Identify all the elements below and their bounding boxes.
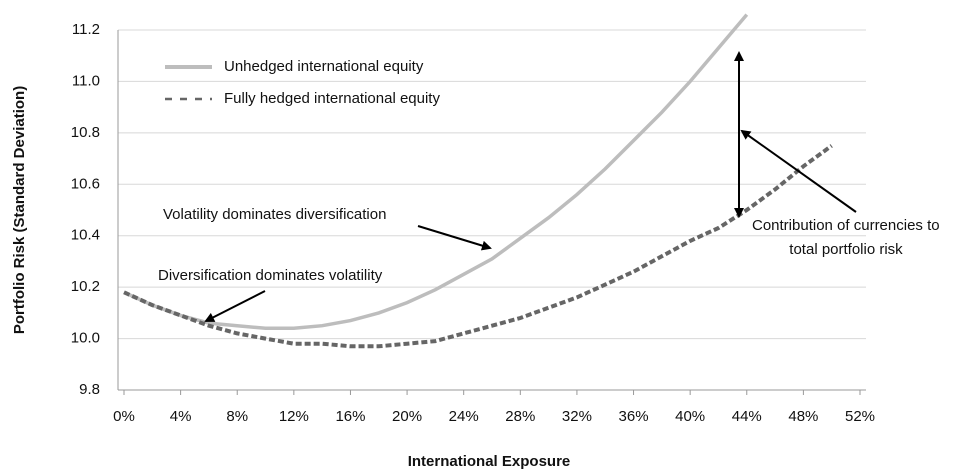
x-tick-label: 52% — [845, 408, 875, 425]
x-tick-label: 32% — [562, 408, 592, 425]
annotation-arrow — [417, 225, 492, 251]
x-tick-label: 24% — [449, 408, 479, 425]
grid — [118, 29, 866, 391]
annotation: total portfolio risk — [789, 241, 903, 258]
x-tick-label: 44% — [732, 408, 762, 425]
y-tick-label: 10.0 — [71, 330, 100, 347]
x-tick-label: 40% — [675, 408, 705, 425]
y-tick-label: 9.8 — [79, 381, 100, 398]
x-axis-title: International Exposure — [408, 453, 571, 470]
y-tick-label: 11.0 — [72, 72, 100, 89]
y-tick-label: 10.2 — [71, 278, 100, 295]
x-tick-label: 12% — [279, 408, 309, 425]
annotation-arrow — [204, 290, 266, 322]
annotation-arrow — [740, 129, 857, 213]
annotation: Diversification dominates volatility — [158, 267, 383, 284]
x-tick-label: 20% — [392, 408, 422, 425]
y-tick-label: 10.4 — [71, 227, 100, 244]
y-tick-label: 11.2 — [72, 21, 100, 38]
x-tick-label: 8% — [226, 408, 248, 425]
y-tick-label: 10.8 — [71, 124, 100, 141]
legend-label: Fully hedged international equity — [224, 90, 440, 107]
x-tick-label: 4% — [170, 408, 192, 425]
plot — [123, 13, 833, 349]
x-tick-label: 48% — [788, 408, 818, 425]
y-axis-title: Portfolio Risk (Standard Deviation) — [11, 86, 28, 334]
series-line — [123, 13, 749, 331]
annotation: Volatility dominates diversification — [163, 206, 386, 223]
series-line — [123, 144, 833, 349]
annotation: Contribution of currencies to — [752, 217, 940, 234]
legend-label: Unhedged international equity — [224, 58, 424, 75]
x-tick-label: 36% — [619, 408, 649, 425]
x-tick-label: 0% — [113, 408, 135, 425]
x-tick-label: 28% — [505, 408, 535, 425]
y-tick-label: 10.6 — [71, 175, 100, 192]
x-tick-label: 16% — [335, 408, 365, 425]
